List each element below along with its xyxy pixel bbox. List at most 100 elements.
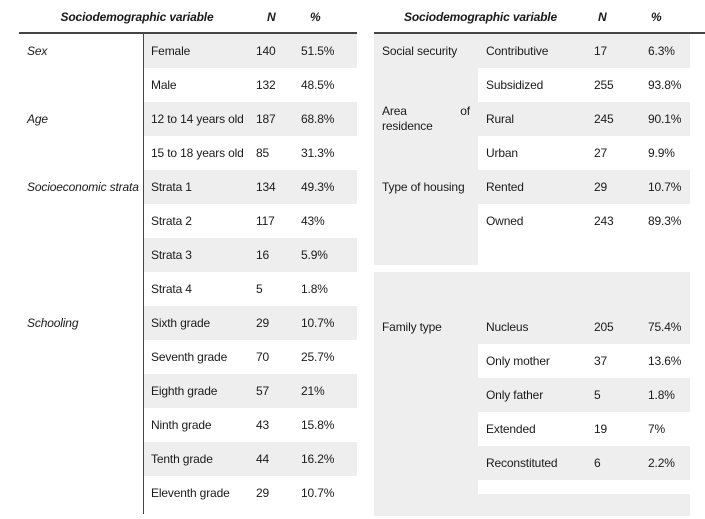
n-cell: 5 — [256, 282, 263, 296]
table-row: Tenth grade 44 16.2% — [19, 442, 357, 476]
variable-cell — [374, 344, 478, 378]
percent-cell: 10.7% — [300, 306, 357, 340]
right-table-header: Sociodemographic variable N % — [374, 2, 705, 34]
table-row: Seventh grade 70 25.7% — [19, 340, 357, 374]
variable-cell — [374, 412, 478, 446]
percent-cell: 10.7% — [301, 486, 335, 500]
table-row: Type of housing Rented 29 10.7% — [374, 170, 690, 204]
category-cell: Strata 1 — [144, 170, 255, 204]
column-header-variable: Sociodemographic variable — [60, 10, 214, 24]
n-cell: 37 — [594, 354, 608, 368]
left-table-header: Sociodemographic variable N % — [19, 2, 357, 34]
category-cell: Reconstituted — [478, 446, 587, 480]
n-cell: 205 — [587, 310, 640, 344]
category-cell: Rented — [478, 170, 587, 204]
variable-cell — [19, 476, 144, 510]
table-row: Ninth grade 43 15.8% — [19, 408, 357, 442]
percent-cell: 1.8% — [640, 378, 690, 412]
table-row: Social security Contributive 17 6.3% — [374, 34, 690, 68]
n-cell: 70 — [256, 350, 270, 364]
variable-cell — [19, 238, 144, 272]
column-header-variable: Sociodemographic variable — [404, 10, 557, 24]
n-cell: 16 — [255, 238, 300, 272]
table-row: Age 12 to 14 years old 187 68.8% — [19, 102, 357, 136]
category-cell: Contributive — [478, 34, 587, 68]
category-cell: 12 to 14 years old — [144, 102, 255, 136]
column-divider-line — [143, 32, 144, 514]
variable-cell — [19, 442, 144, 476]
table-row: Sex Female 140 51.5% — [19, 34, 357, 68]
variable-cell — [19, 340, 144, 374]
category-cell: Subsidized — [486, 78, 544, 92]
variable-cell: Area of residence — [374, 102, 478, 136]
variable-cell — [19, 204, 144, 238]
table-row: Subsidized 255 93.8% — [374, 68, 690, 102]
percent-cell: 68.8% — [300, 102, 357, 136]
percent-cell: 51.5% — [300, 34, 357, 68]
category-cell: Rural — [478, 102, 587, 136]
n-cell: 187 — [255, 102, 300, 136]
percent-cell: 25.7% — [301, 350, 335, 364]
column-header-percent: % — [651, 10, 662, 24]
category-cell: Male — [151, 78, 177, 92]
percent-cell: 31.3% — [301, 146, 335, 160]
table-row: Strata 2 117 43% — [19, 204, 357, 238]
n-cell: 6 — [587, 446, 640, 480]
variable-cell — [19, 68, 144, 102]
empty-shaded-row — [374, 272, 690, 310]
table-row: Socioeconomic strata Strata 1 134 49.3% — [19, 170, 357, 204]
percent-cell: 15.8% — [301, 418, 335, 432]
table-row: Only father 5 1.8% — [374, 378, 690, 412]
category-cell: Sixth grade — [144, 306, 255, 340]
n-cell: 117 — [256, 214, 275, 228]
category-cell: Extended — [486, 422, 536, 436]
table-row: Eighth grade 57 21% — [19, 374, 357, 408]
category-cell: Strata 3 — [144, 238, 255, 272]
n-cell: 29 — [255, 306, 300, 340]
n-cell: 140 — [255, 34, 300, 68]
variable-cell — [19, 272, 144, 306]
category-cell: Urban — [486, 146, 518, 160]
table-row: Urban 27 9.9% — [374, 136, 690, 170]
category-cell: Strata 4 — [151, 282, 192, 296]
n-cell: 132 — [256, 78, 276, 92]
table-row: Male 132 48.5% — [19, 68, 357, 102]
right-table: Sociodemographic variable N % Social sec… — [374, 2, 705, 516]
category-cell: Eleventh grade — [151, 486, 230, 500]
percent-cell: 9.9% — [648, 146, 675, 160]
n-cell: 43 — [256, 418, 270, 432]
table-row: Strata 3 16 5.9% — [19, 238, 357, 272]
variable-cell — [19, 408, 144, 442]
variable-cell — [374, 136, 478, 170]
table-row: Owned 243 89.3% — [374, 204, 690, 238]
variable-cell — [19, 374, 144, 408]
percent-cell: 90.1% — [640, 102, 690, 136]
percent-cell: 89.3% — [648, 214, 682, 228]
n-cell: 255 — [594, 78, 614, 92]
category-cell: Eighth grade — [144, 374, 255, 408]
left-table: Sociodemographic variable N % Sex Female… — [19, 2, 357, 514]
variable-cell: Schooling — [27, 316, 79, 330]
table-row: Only mother 37 13.6% — [374, 344, 690, 378]
percent-cell: 5.9% — [300, 238, 357, 272]
percent-cell: 6.3% — [640, 34, 690, 68]
table-row: Extended 19 7% — [374, 412, 690, 446]
variable-cell: Age — [27, 112, 48, 126]
variable-cell: Type of housing — [374, 170, 478, 204]
table-gap — [374, 265, 690, 272]
percent-cell: 49.3% — [300, 170, 357, 204]
n-cell: 44 — [255, 442, 300, 476]
percent-cell: 2.2% — [640, 446, 690, 480]
category-cell: Seventh grade — [151, 350, 228, 364]
n-cell: 85 — [256, 146, 270, 160]
table-row: Area of residence Rural 245 90.1% — [374, 102, 690, 136]
percent-cell: 1.8% — [301, 282, 328, 296]
category-cell: Tenth grade — [144, 442, 255, 476]
column-header-n: N — [267, 10, 276, 24]
table-row: Eleventh grade 29 10.7% — [19, 476, 357, 510]
percent-cell: 7% — [648, 422, 666, 436]
n-cell: 29 — [256, 486, 270, 500]
category-cell: Strata 2 — [151, 214, 192, 228]
table-row: Family type Nucleus 205 75.4% — [374, 310, 690, 344]
